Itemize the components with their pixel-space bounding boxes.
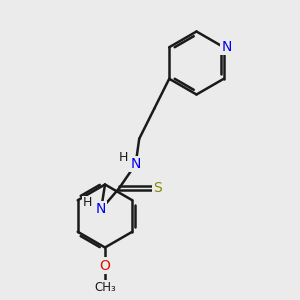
Text: O: O [100, 259, 110, 272]
Text: H: H [118, 151, 128, 164]
Text: S: S [153, 181, 162, 195]
Text: N: N [96, 202, 106, 216]
Text: N: N [222, 40, 232, 54]
Text: CH₃: CH₃ [94, 281, 116, 294]
Text: H: H [83, 196, 92, 209]
Text: N: N [130, 157, 141, 171]
